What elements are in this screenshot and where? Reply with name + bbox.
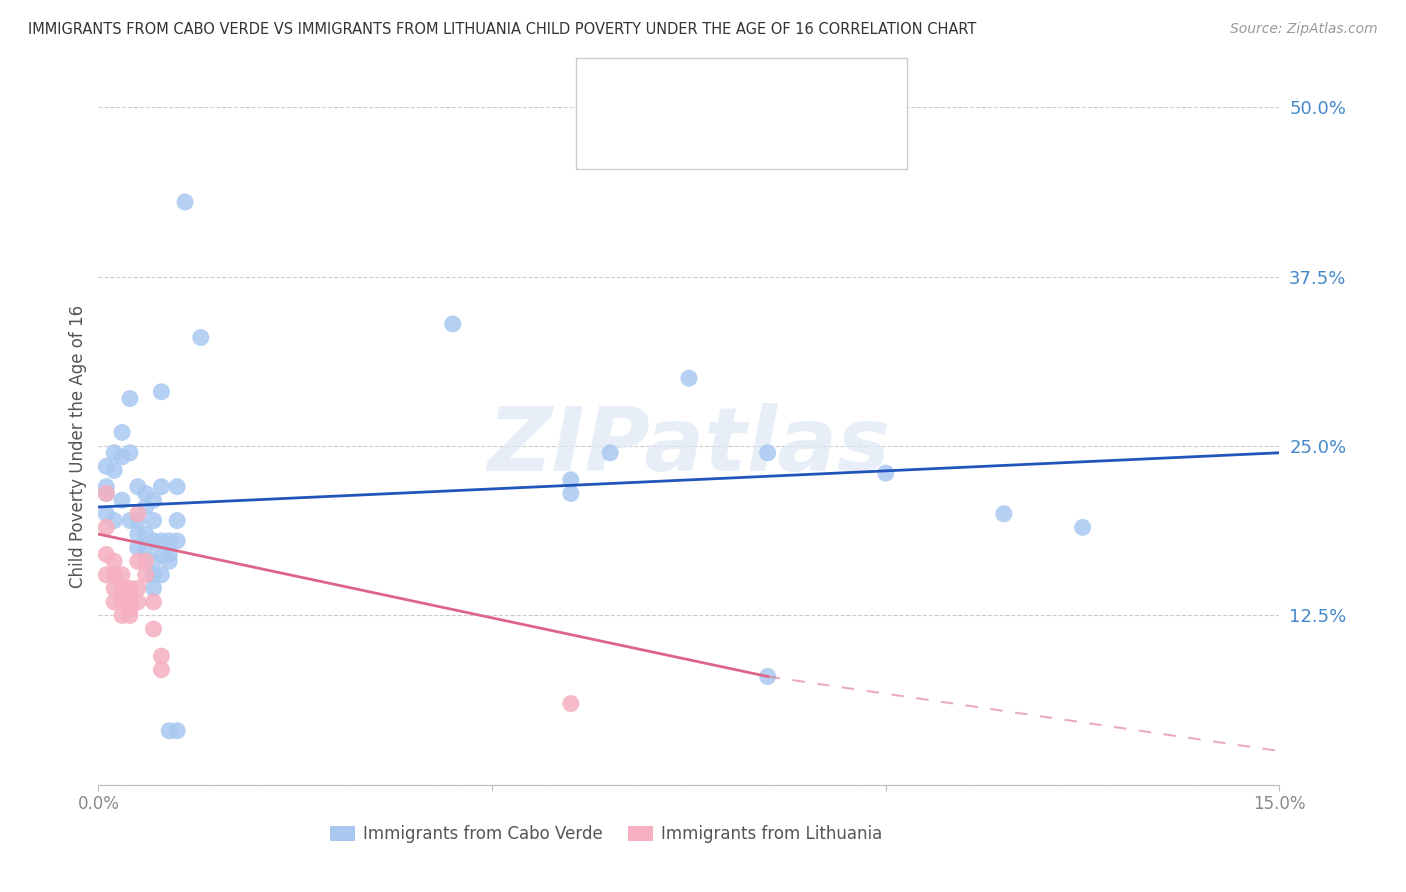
Point	[150, 480, 173, 494]
Point	[111, 450, 134, 464]
Point	[150, 663, 173, 677]
Point	[560, 486, 582, 500]
Point	[127, 480, 149, 494]
Point	[756, 669, 779, 683]
Point	[103, 554, 125, 568]
Point	[150, 533, 173, 548]
Text: R =: R =	[631, 84, 668, 103]
Text: Source: ZipAtlas.com: Source: ZipAtlas.com	[1230, 22, 1378, 37]
Point	[111, 582, 134, 596]
Point	[127, 541, 149, 555]
Point	[157, 548, 180, 562]
Point	[157, 554, 180, 568]
Point	[135, 541, 157, 555]
Point	[127, 595, 149, 609]
Point	[150, 567, 173, 582]
Point	[103, 463, 125, 477]
Text: 48: 48	[787, 84, 808, 103]
Point	[1071, 520, 1094, 534]
Text: N =: N =	[734, 84, 782, 103]
Point	[96, 486, 118, 500]
Point	[111, 425, 134, 440]
Point	[118, 608, 141, 623]
Point	[166, 480, 188, 494]
Point	[96, 459, 118, 474]
Point	[111, 595, 134, 609]
Point	[103, 567, 125, 582]
Point	[135, 500, 157, 514]
Point	[118, 514, 141, 528]
Point	[166, 533, 188, 548]
Point	[166, 723, 188, 738]
Point	[118, 446, 141, 460]
Point	[135, 567, 157, 582]
Point	[103, 446, 125, 460]
Point	[150, 548, 173, 562]
Point	[127, 527, 149, 541]
Point	[150, 384, 173, 399]
Text: -0.447: -0.447	[676, 130, 730, 148]
Point	[142, 622, 165, 636]
Point	[174, 194, 197, 209]
Point	[678, 371, 700, 385]
Point	[441, 317, 464, 331]
Legend: Immigrants from Cabo Verde, Immigrants from Lithuania: Immigrants from Cabo Verde, Immigrants f…	[322, 816, 891, 851]
Point	[150, 649, 173, 664]
Point	[142, 595, 165, 609]
Text: 0.092: 0.092	[676, 84, 728, 103]
Point	[142, 554, 165, 568]
Point	[157, 723, 180, 738]
Point	[96, 507, 118, 521]
Point	[190, 330, 212, 344]
Point	[756, 446, 779, 460]
Point	[560, 697, 582, 711]
Text: R =: R =	[631, 130, 668, 148]
Y-axis label: Child Poverty Under the Age of 16: Child Poverty Under the Age of 16	[69, 304, 87, 588]
Text: IMMIGRANTS FROM CABO VERDE VS IMMIGRANTS FROM LITHUANIA CHILD POVERTY UNDER THE : IMMIGRANTS FROM CABO VERDE VS IMMIGRANTS…	[28, 22, 977, 37]
Point	[560, 473, 582, 487]
Point	[96, 567, 118, 582]
Point	[127, 507, 149, 521]
Point	[103, 582, 125, 596]
Point	[157, 533, 180, 548]
Point	[135, 554, 157, 568]
Point	[127, 514, 149, 528]
Point	[118, 582, 141, 596]
Point	[142, 533, 165, 548]
Point	[118, 601, 141, 615]
Text: ZIPatlas: ZIPatlas	[488, 402, 890, 490]
Text: 26: 26	[787, 130, 808, 148]
Point	[135, 527, 157, 541]
Point	[142, 493, 165, 508]
Point	[142, 567, 165, 582]
Point	[118, 595, 141, 609]
Point	[118, 392, 141, 406]
Point	[142, 582, 165, 596]
Text: N =: N =	[734, 130, 782, 148]
Point	[127, 554, 149, 568]
Point	[875, 466, 897, 480]
Point	[111, 608, 134, 623]
Point	[96, 486, 118, 500]
Point	[111, 567, 134, 582]
Point	[599, 446, 621, 460]
Point	[166, 514, 188, 528]
Point	[127, 582, 149, 596]
Point	[103, 514, 125, 528]
Point	[142, 514, 165, 528]
Point	[96, 480, 118, 494]
Point	[135, 486, 157, 500]
Point	[96, 520, 118, 534]
Point	[111, 493, 134, 508]
Point	[96, 548, 118, 562]
Point	[993, 507, 1015, 521]
Point	[103, 595, 125, 609]
